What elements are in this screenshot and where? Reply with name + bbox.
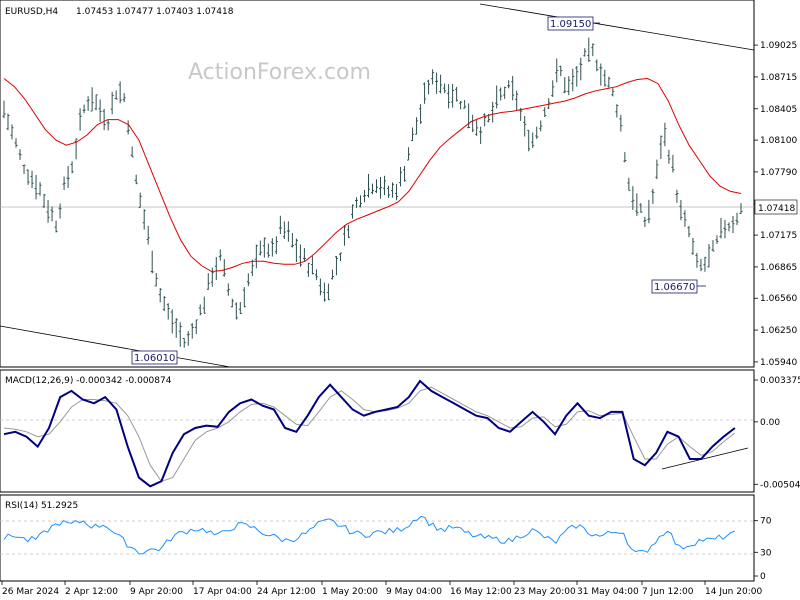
rsi-y-axis: 70 30 0 <box>754 517 772 582</box>
macd-y-axis: 0.003375 0.00 -0.00504 <box>754 376 800 490</box>
macd-y-tick-label: 0.003375 <box>760 376 800 386</box>
macd-divergence-line <box>661 447 749 470</box>
x-tick-label: 26 Mar 2024 <box>2 587 59 597</box>
macd-y-tick-label: -0.00504 <box>760 480 800 490</box>
price-y-tick-label: 1.07175 <box>760 231 797 241</box>
macd-panel-frame <box>0 369 755 493</box>
callout-high-label: 1.09150 <box>550 19 591 30</box>
macd-line <box>3 379 736 488</box>
price-y-tick-label: 1.07790 <box>760 168 797 178</box>
lower-trend-line <box>0 325 231 368</box>
x-tick-label: 9 May 04:00 <box>386 587 442 597</box>
price-y-tick-label: 1.08405 <box>760 105 797 115</box>
x-tick-label: 31 May 04:00 <box>577 587 639 597</box>
x-tick-label: 24 Apr 12:00 <box>257 587 316 597</box>
x-tick-label: 1 May 20:00 <box>322 587 378 597</box>
callout-low-box <box>131 350 178 365</box>
rsi-header: RSI(14) 51.2925 <box>5 501 78 511</box>
x-axis: 26 Mar 2024 2 Apr 12:00 9 Apr 20:00 17 Apr … <box>1 581 762 597</box>
x-tick-label: 23 May 20:00 <box>514 587 576 597</box>
macd-signal-line <box>3 386 736 482</box>
price-y-tick-label: 1.06250 <box>760 326 797 336</box>
price-series <box>2 37 743 348</box>
sma-line <box>3 77 742 273</box>
x-tick-label: 16 May 12:00 <box>450 587 512 597</box>
callout-high: 1.09150 <box>547 16 600 31</box>
callout-mid-label: 1.06670 <box>654 282 695 293</box>
callout-low-label: 1.06010 <box>134 353 175 364</box>
callout-high-box <box>547 16 594 31</box>
rsi-panel-frame <box>0 494 755 582</box>
rsi-line <box>3 515 736 555</box>
macd-header: MACD(12,26,9) -0.000342 -0.000874 <box>5 376 172 386</box>
last-price-box <box>754 199 798 215</box>
rsi-y-tick-label: 70 <box>760 517 772 527</box>
x-tick-label: 2 Apr 12:00 <box>65 587 118 597</box>
callout-low: 1.06010 <box>131 350 178 365</box>
rsi-y-tick-label: 0 <box>760 572 766 582</box>
upper-trend-line <box>479 3 755 51</box>
price-y-tick-label: 1.09025 <box>760 41 797 51</box>
x-tick-label: 17 Apr 04:00 <box>193 587 252 597</box>
watermark-text: ActionForex.com <box>188 60 371 85</box>
x-tick-label: 7 Jun 12:00 <box>642 587 694 597</box>
macd-y-tick-label: 0.00 <box>760 418 780 428</box>
callout-mid-box <box>651 279 698 294</box>
rsi-y-tick-label: 30 <box>760 548 772 558</box>
price-y-tick-label: 1.05940 <box>760 358 797 368</box>
x-tick-label: 9 Apr 20:00 <box>130 587 183 597</box>
price-y-tick-label: 1.06560 <box>760 294 797 304</box>
price-y-tick-label: 1.08715 <box>760 73 797 83</box>
callout-mid: 1.06670 <box>651 279 706 294</box>
price-header-ohlc: 1.07453 1.07477 1.07403 1.07418 <box>76 7 234 17</box>
price-y-tick-label: 1.06865 <box>760 263 797 273</box>
x-tick-label: 14 Jun 20:00 <box>705 587 762 597</box>
price-header-symbol: EURUSD,H4 <box>5 7 58 17</box>
price-y-tick-label: 1.08100 <box>760 136 797 146</box>
last-price-label: 1.07418 <box>758 204 795 214</box>
